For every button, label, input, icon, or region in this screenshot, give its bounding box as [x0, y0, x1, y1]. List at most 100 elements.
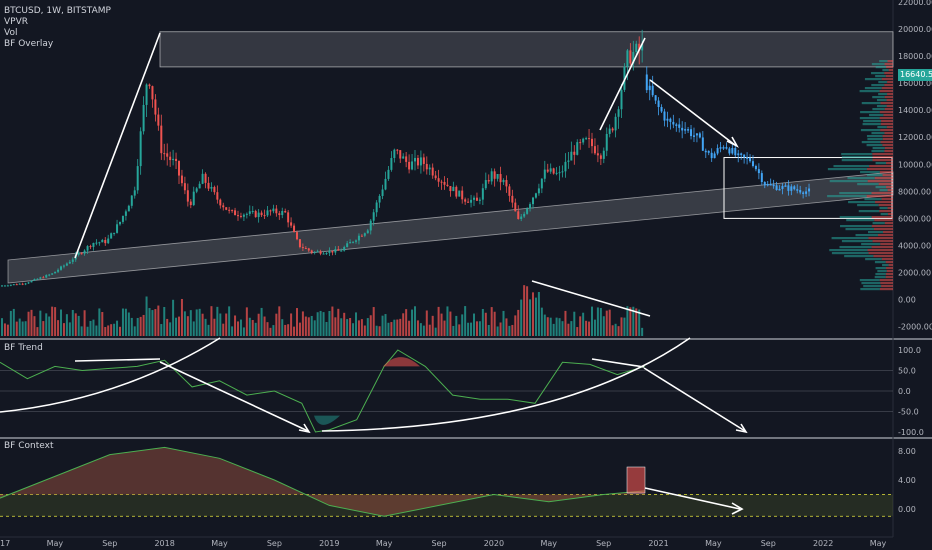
volume-bar: [169, 322, 172, 336]
candle: [248, 211, 251, 214]
volume-bar: [27, 311, 30, 336]
volume-trend-line: [531, 280, 651, 317]
forecast-candle: [775, 185, 778, 190]
volume-bar: [393, 319, 396, 336]
volume-bar: [310, 315, 313, 336]
indicator-vpvr[interactable]: VPVR: [4, 17, 28, 27]
volume-bar: [573, 311, 576, 336]
candle: [136, 166, 139, 191]
vpvr-bar: [871, 216, 893, 219]
candle: [629, 50, 632, 64]
candle: [529, 204, 532, 209]
volume-bar: [201, 313, 204, 336]
vpvr-bar: [831, 252, 869, 255]
candle: [121, 215, 124, 222]
volume-bar: [496, 326, 499, 336]
symbol-label[interactable]: BTCUSD, 1W, BITSTAMP: [4, 6, 111, 16]
volume-bar: [316, 312, 319, 336]
candle: [520, 216, 523, 219]
candle: [626, 50, 629, 67]
volume-bar: [133, 326, 136, 336]
candle: [204, 173, 207, 183]
indicator-vol[interactable]: Vol: [4, 28, 18, 38]
candle: [555, 172, 558, 174]
volume-bar: [446, 306, 449, 336]
vpvr-bar: [880, 213, 889, 216]
x-tick-label: Sep: [761, 539, 776, 548]
volume-bar: [36, 327, 39, 336]
forecast-candle: [751, 161, 754, 166]
forecast-candle: [684, 129, 687, 131]
volume-bar: [65, 314, 68, 336]
volume-bar: [3, 323, 6, 336]
context-pane-title[interactable]: BF Context: [4, 441, 54, 451]
x-tick-label: May: [47, 539, 64, 548]
curve-annotation: [0, 337, 221, 413]
vpvr-bar: [872, 156, 893, 159]
forecast-candle: [731, 148, 734, 154]
y-tick-label: 12000.00: [898, 133, 932, 142]
candle: [408, 161, 411, 170]
candle: [467, 201, 470, 203]
volume-bar: [213, 318, 216, 336]
volume-bar: [576, 327, 579, 336]
vpvr-bar: [881, 258, 893, 261]
vpvr-bar: [887, 60, 893, 63]
vpvr-bar: [882, 144, 893, 147]
candle: [15, 284, 18, 286]
vpvr-bar: [839, 216, 872, 219]
vpvr-bar: [867, 138, 883, 141]
candle: [195, 188, 198, 192]
candle: [307, 248, 310, 251]
candle: [384, 178, 387, 190]
vpvr-bar: [878, 81, 888, 84]
volume-bar: [254, 322, 257, 336]
vpvr-bar: [861, 243, 881, 246]
candle: [340, 250, 343, 252]
vpvr-bar: [882, 135, 893, 138]
volume-bar: [39, 310, 42, 336]
vpvr-bar: [880, 123, 893, 126]
candle: [343, 247, 346, 251]
oversold-fill: [314, 415, 340, 425]
indicator-bf-overlay[interactable]: BF Overlay: [4, 39, 54, 49]
vpvr-bar: [872, 108, 885, 111]
vpvr-bar: [827, 168, 867, 171]
volume-bar: [416, 320, 419, 336]
candle: [461, 190, 464, 200]
vpvr-bar: [888, 264, 893, 267]
arrow-line: [643, 367, 746, 432]
candle: [189, 201, 192, 206]
candle: [564, 161, 567, 172]
forecast-arrow: [649, 79, 736, 146]
volume-bar: [340, 318, 343, 336]
forecast-candle: [743, 154, 746, 158]
candle: [298, 239, 301, 248]
candle: [481, 188, 484, 200]
vpvr-bar: [871, 246, 893, 249]
candle: [508, 186, 511, 196]
volume-bar: [160, 324, 163, 336]
volume-bar: [411, 309, 414, 336]
vpvr-bar: [871, 63, 885, 66]
forecast-candle: [663, 111, 666, 121]
volume-bar: [216, 306, 219, 336]
vpvr-bar: [880, 102, 893, 105]
x-tick-label: 2017: [0, 539, 10, 548]
volume-bar: [219, 313, 222, 336]
volume-bar: [183, 311, 186, 336]
trend-pane-title[interactable]: BF Trend: [4, 343, 43, 353]
vpvr-bar: [867, 180, 893, 183]
vpvr-bar: [878, 204, 893, 207]
y-tick-label: 0.00: [898, 505, 916, 514]
candle: [416, 157, 419, 166]
forecast-candle: [760, 173, 763, 183]
candle: [552, 168, 555, 174]
volume-bar: [378, 326, 381, 336]
volume-bar: [60, 309, 62, 336]
candle: [228, 209, 231, 211]
candle: [142, 104, 145, 132]
vpvr-bar: [866, 195, 893, 198]
candle: [437, 178, 440, 182]
